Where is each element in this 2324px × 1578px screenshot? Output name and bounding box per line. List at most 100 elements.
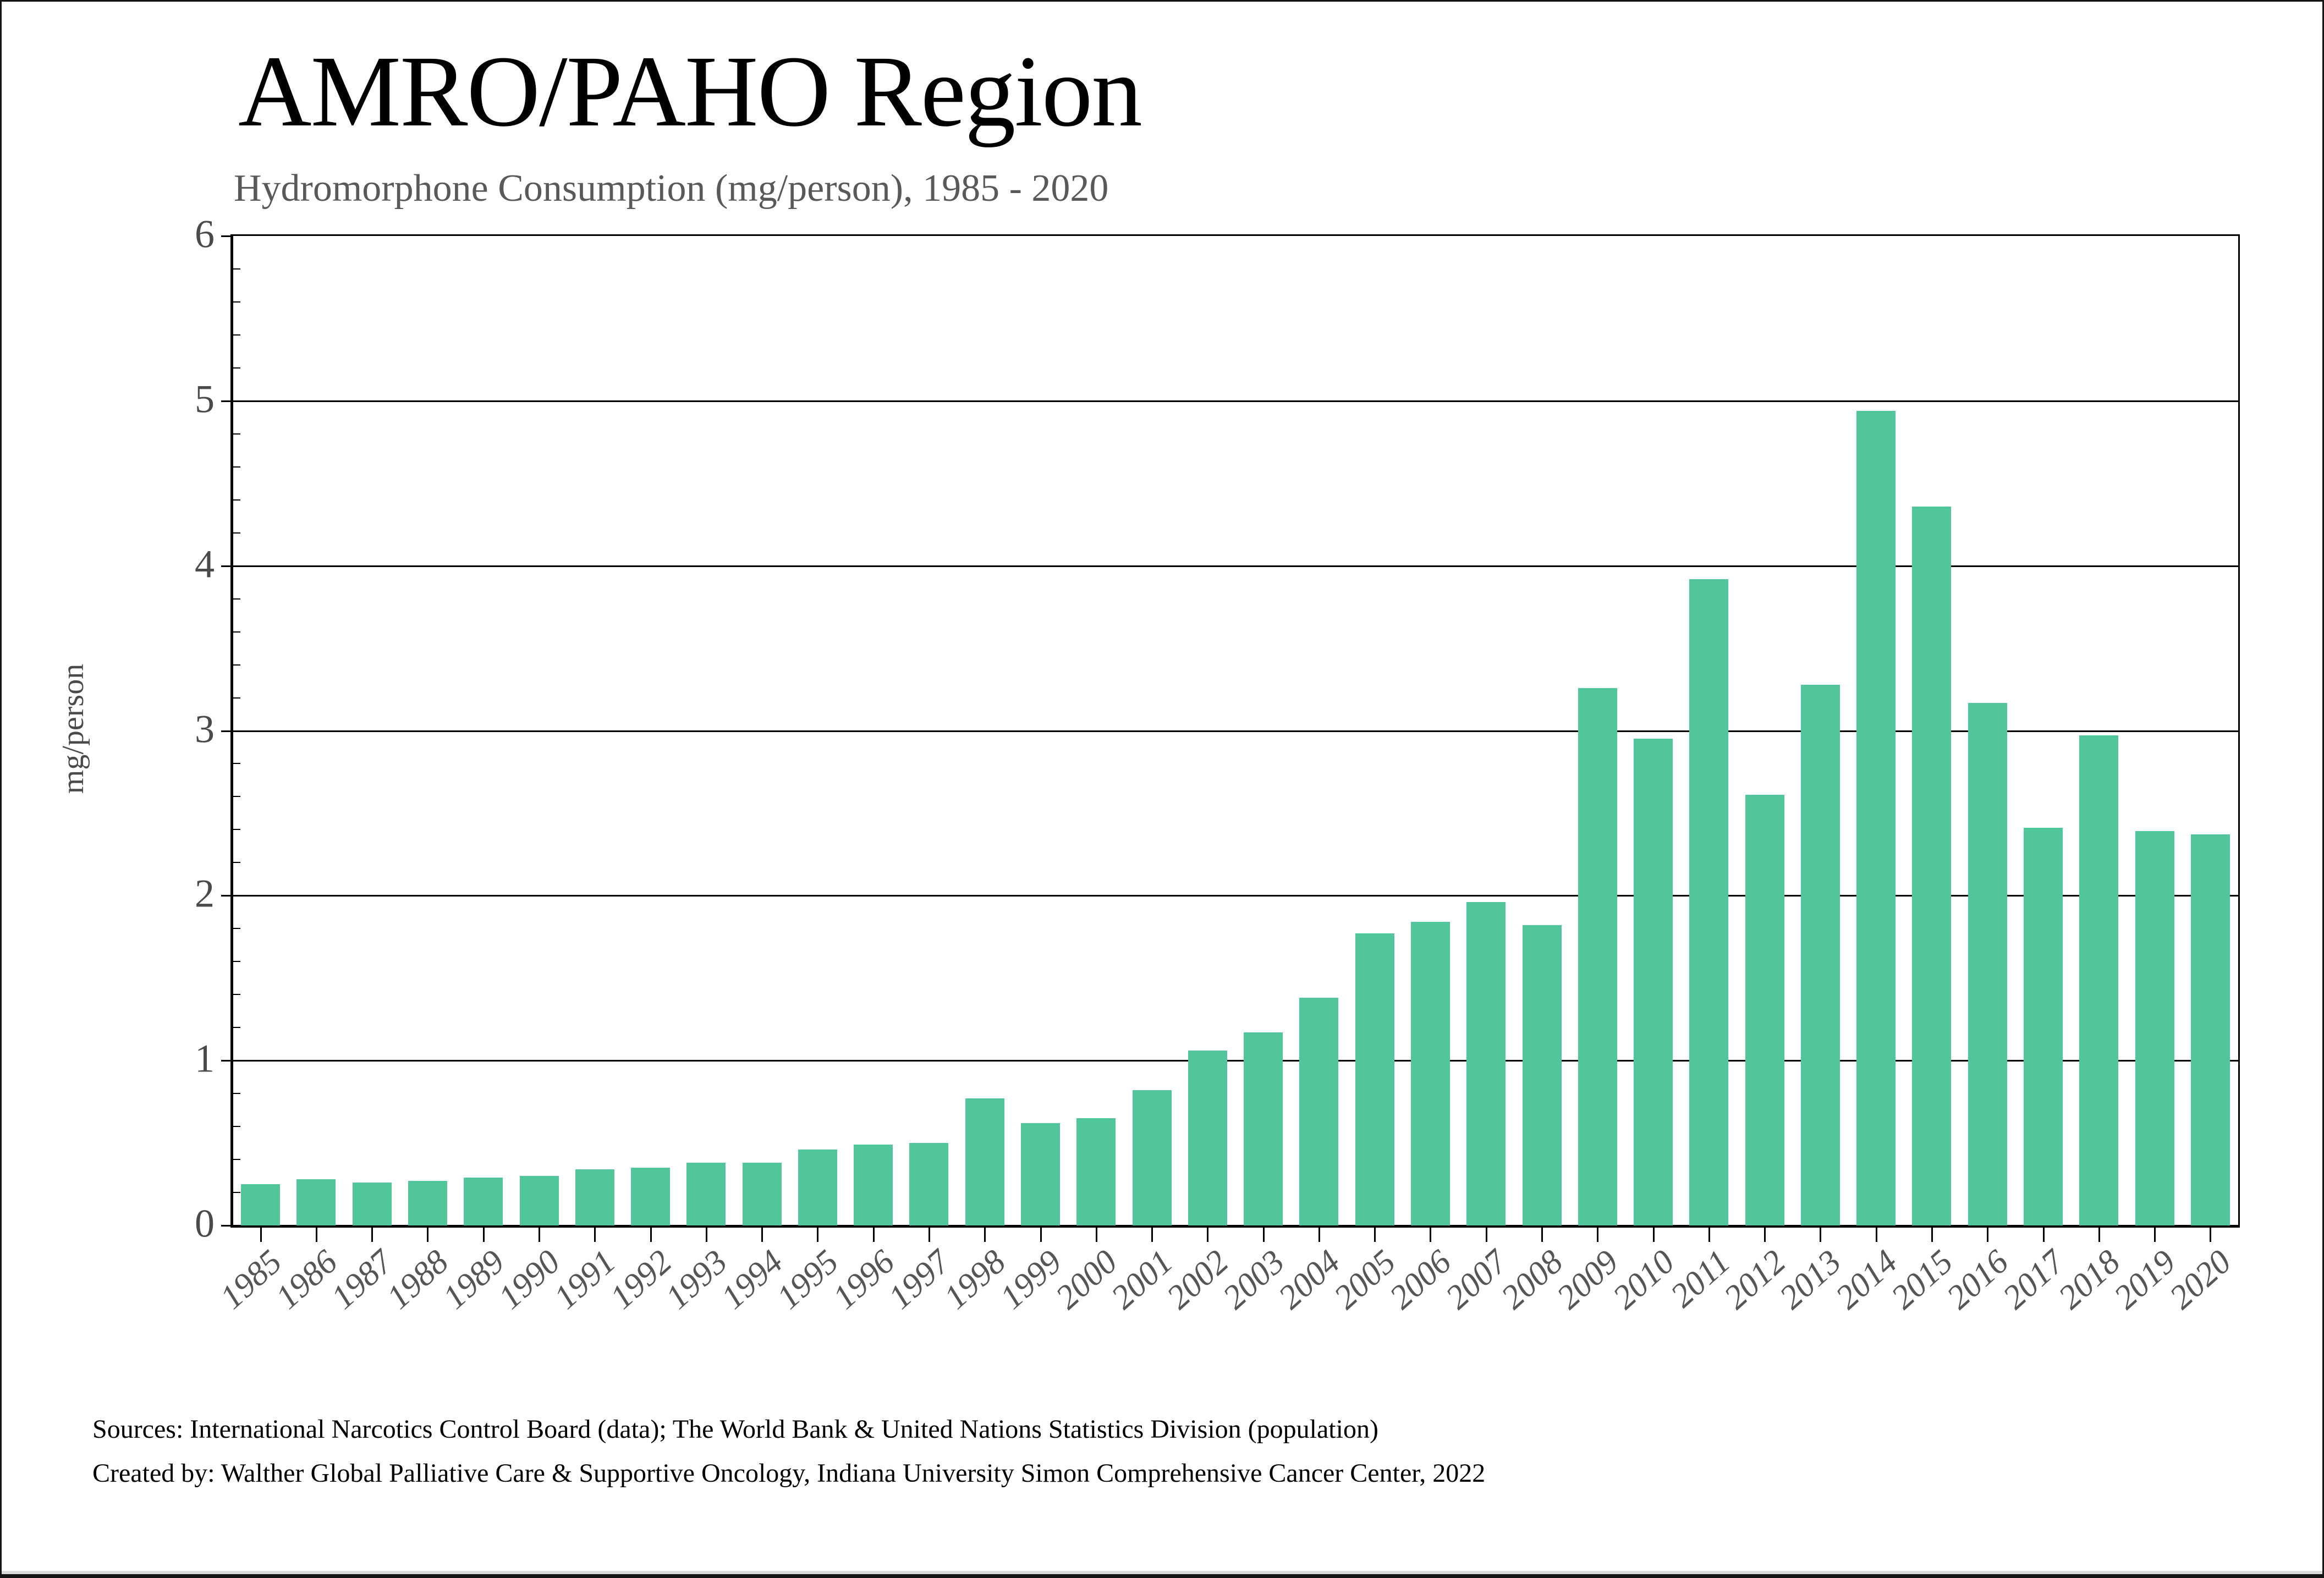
bar-2012 bbox=[1745, 795, 1784, 1225]
gridline-3 bbox=[233, 730, 2238, 732]
y-major-tick-0 bbox=[221, 1225, 231, 1227]
bar-2018 bbox=[2079, 735, 2118, 1225]
y-minor-tick-0.4 bbox=[233, 1159, 240, 1161]
y-minor-tick-5.8 bbox=[233, 268, 240, 270]
x-tick-2017 bbox=[2043, 1228, 2045, 1242]
x-tick-1999 bbox=[1040, 1228, 1042, 1242]
bar-2006 bbox=[1411, 922, 1450, 1225]
bar-1992 bbox=[631, 1168, 670, 1225]
x-tick-2014 bbox=[1876, 1228, 1877, 1242]
bar-2001 bbox=[1133, 1090, 1172, 1225]
bar-2011 bbox=[1689, 579, 1728, 1225]
x-tick-2015 bbox=[1931, 1228, 1933, 1242]
y-minor-tick-3.2 bbox=[233, 697, 240, 699]
bar-1989 bbox=[464, 1178, 503, 1225]
x-tick-2018 bbox=[2098, 1228, 2100, 1242]
source-note: Sources: International Narcotics Control… bbox=[92, 1407, 1485, 1495]
x-tick-2011 bbox=[1708, 1228, 1710, 1242]
x-tick-1988 bbox=[427, 1228, 428, 1242]
x-tick-2016 bbox=[1987, 1228, 1988, 1242]
y-minor-tick-1.6 bbox=[233, 961, 240, 963]
x-tick-2013 bbox=[1820, 1228, 1821, 1242]
gridline-4 bbox=[233, 565, 2238, 567]
y-tick-label-3: 3 bbox=[195, 707, 215, 751]
plot-area bbox=[221, 234, 2240, 1242]
x-tick-1995 bbox=[817, 1228, 818, 1242]
y-major-tick-3 bbox=[221, 730, 231, 732]
y-minor-tick-4.4 bbox=[233, 499, 240, 501]
y-minor-tick-4.2 bbox=[233, 532, 240, 534]
y-minor-tick-5.6 bbox=[233, 301, 240, 303]
y-minor-tick-2.4 bbox=[233, 829, 240, 831]
bar-2005 bbox=[1355, 933, 1394, 1225]
bar-2020 bbox=[2191, 834, 2230, 1225]
y-minor-tick-0.8 bbox=[233, 1093, 240, 1095]
bar-2004 bbox=[1299, 998, 1338, 1225]
x-tick-2009 bbox=[1597, 1228, 1598, 1242]
x-tick-1998 bbox=[984, 1228, 986, 1242]
y-minor-tick-4.6 bbox=[233, 466, 240, 468]
bar-2013 bbox=[1801, 685, 1840, 1225]
x-tick-2000 bbox=[1096, 1228, 1097, 1242]
x-tick-2004 bbox=[1318, 1228, 1320, 1242]
x-tick-1987 bbox=[371, 1228, 373, 1242]
x-tick-1992 bbox=[650, 1228, 652, 1242]
y-tick-label-4: 4 bbox=[195, 542, 215, 586]
bar-2010 bbox=[1634, 739, 1673, 1225]
y-minor-tick-1.2 bbox=[233, 1027, 240, 1029]
source-line: Sources: International Narcotics Control… bbox=[92, 1415, 1378, 1444]
y-axis-title: mg/person bbox=[56, 663, 90, 794]
y-major-tick-1 bbox=[221, 1060, 231, 1062]
y-minor-tick-3.8 bbox=[233, 598, 240, 600]
y-major-tick-4 bbox=[221, 565, 231, 567]
bar-2003 bbox=[1244, 1032, 1283, 1225]
chart-title: AMRO/PAHO Region bbox=[238, 35, 1142, 148]
bar-1997 bbox=[909, 1143, 948, 1225]
y-minor-tick-0.2 bbox=[233, 1192, 240, 1194]
x-tick-2010 bbox=[1653, 1228, 1655, 1242]
y-tick-label-1: 1 bbox=[195, 1036, 215, 1081]
y-minor-tick-2.6 bbox=[233, 796, 240, 798]
bar-1996 bbox=[854, 1145, 893, 1225]
x-tick-1994 bbox=[761, 1228, 763, 1242]
x-tick-1996 bbox=[873, 1228, 875, 1242]
bar-2008 bbox=[1523, 925, 1562, 1225]
y-minor-tick-5.4 bbox=[233, 334, 240, 336]
y-major-tick-5 bbox=[221, 400, 231, 402]
x-tick-label-text-2020: 2020 bbox=[2162, 1242, 2239, 1317]
bar-1987 bbox=[353, 1183, 392, 1225]
bar-1990 bbox=[520, 1176, 559, 1225]
y-minor-tick-1.8 bbox=[233, 928, 240, 930]
bar-2002 bbox=[1188, 1051, 1227, 1225]
bar-2019 bbox=[2135, 831, 2174, 1225]
x-axis-spine bbox=[230, 1225, 2240, 1228]
x-tick-2012 bbox=[1764, 1228, 1766, 1242]
y-major-tick-6 bbox=[221, 235, 231, 237]
y-tick-label-6: 6 bbox=[195, 212, 215, 256]
y-major-tick-2 bbox=[221, 895, 231, 897]
bar-2015 bbox=[1912, 507, 1951, 1225]
bar-1998 bbox=[965, 1098, 1004, 1225]
x-tick-2008 bbox=[1541, 1228, 1543, 1242]
bottom-edge-strip bbox=[2, 1571, 2322, 1574]
y-tick-label-2: 2 bbox=[195, 871, 215, 916]
y-minor-tick-2.2 bbox=[233, 862, 240, 864]
y-minor-tick-0.6 bbox=[233, 1126, 240, 1128]
bar-1986 bbox=[296, 1179, 336, 1225]
x-tick-2006 bbox=[1430, 1228, 1431, 1242]
bar-2009 bbox=[1578, 688, 1617, 1225]
bar-1991 bbox=[575, 1169, 614, 1225]
x-tick-2007 bbox=[1486, 1228, 1487, 1242]
gridline-1 bbox=[233, 1060, 2238, 1062]
chart-subtitle: Hydromorphone Consumption (mg/person), 1… bbox=[234, 167, 1109, 210]
x-tick-2003 bbox=[1263, 1228, 1265, 1242]
y-minor-tick-3.6 bbox=[233, 631, 240, 633]
x-tick-1985 bbox=[260, 1228, 262, 1242]
bar-2000 bbox=[1076, 1118, 1116, 1225]
y-minor-tick-4.8 bbox=[233, 433, 240, 435]
y-axis-spine bbox=[230, 234, 233, 1228]
gridline-5 bbox=[233, 400, 2238, 402]
bar-1993 bbox=[686, 1163, 726, 1225]
x-tick-2005 bbox=[1374, 1228, 1376, 1242]
